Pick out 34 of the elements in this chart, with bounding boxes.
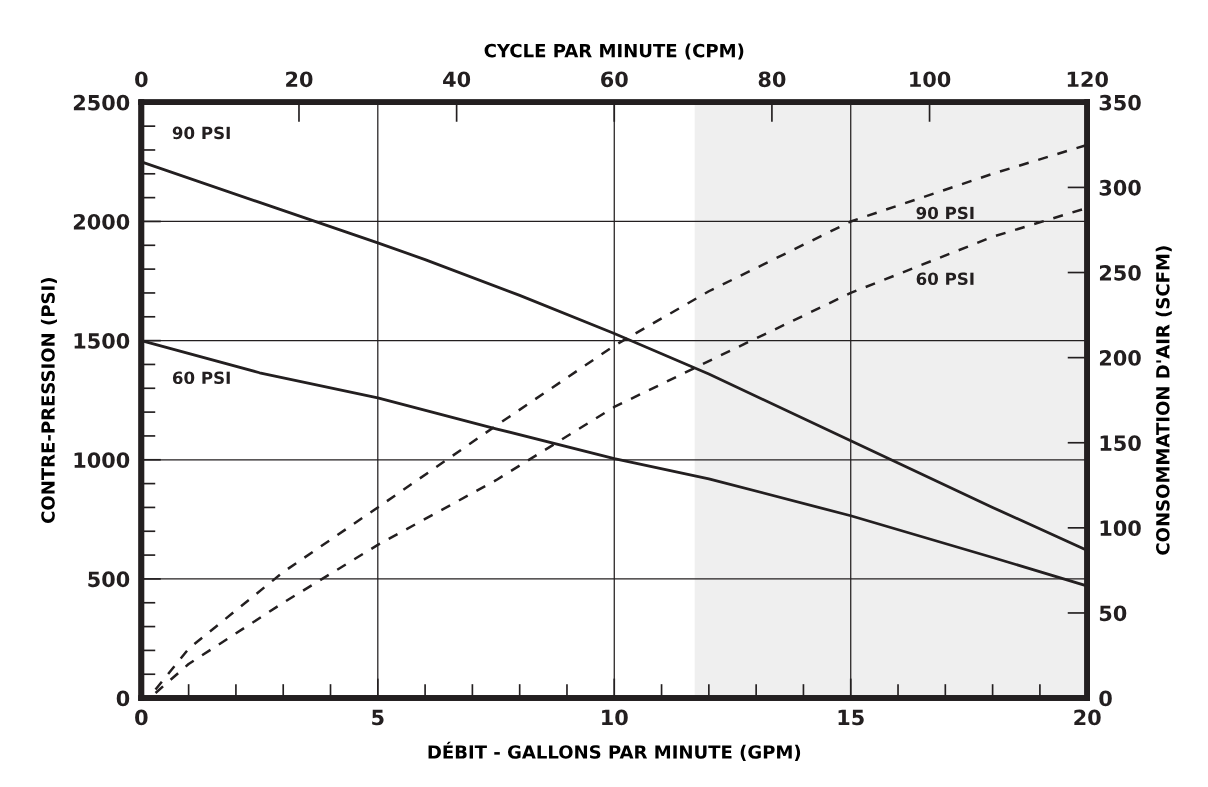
y2-axis-title: CONSOMMATION D'AIR (SCFM) [1155, 246, 1172, 555]
y2-tick-label: 250 [1099, 264, 1141, 281]
x-tick-label: 15 [838, 709, 864, 726]
series-label: 90 PSI [172, 126, 230, 140]
y2-tick-label: 350 [1099, 94, 1141, 111]
x-tick-label: 0 [135, 709, 148, 726]
x2-tick-label: 100 [910, 71, 951, 88]
y2-tick-label: 300 [1099, 179, 1141, 196]
y2-tick-label: 0 [1099, 690, 1112, 707]
y-tick-label: 0 [116, 690, 130, 707]
y-tick-label: 2000 [73, 213, 130, 230]
y-axis-title: CONTRE-PRESSION (PSI) [40, 278, 57, 523]
x-tick-label: 5 [372, 709, 384, 726]
y-tick-label: 1500 [74, 333, 130, 349]
x2-tick-label: 120 [1067, 71, 1108, 88]
x-tick-label: 20 [1074, 709, 1101, 726]
x2-axis-title: CYCLE PAR MINUTE (CPM) [484, 43, 744, 60]
series-label: 90 PSI [916, 206, 974, 220]
x2-tick-label: 20 [286, 71, 313, 88]
y2-tick-label: 50 [1099, 605, 1127, 622]
x-axis-title: DÉBIT - GALLONS PAR MINUTE (GPM) [428, 741, 801, 761]
y2-tick-label: 100 [1100, 520, 1141, 537]
x2-tick-label: 0 [135, 71, 148, 88]
x2-tick-label: 80 [758, 71, 786, 88]
y-tick-label: 1000 [74, 452, 130, 468]
y2-tick-label: 200 [1099, 350, 1141, 366]
series-label: 60 PSI [172, 371, 230, 385]
x-tick-label: 10 [602, 709, 628, 726]
y-tick-label: 500 [88, 571, 130, 588]
y2-tick-label: 150 [1100, 435, 1141, 451]
series-label: 60 PSI [916, 272, 974, 286]
y-tick-label: 2500 [73, 94, 130, 111]
x2-tick-label: 40 [443, 71, 471, 88]
x2-tick-label: 60 [601, 71, 628, 88]
